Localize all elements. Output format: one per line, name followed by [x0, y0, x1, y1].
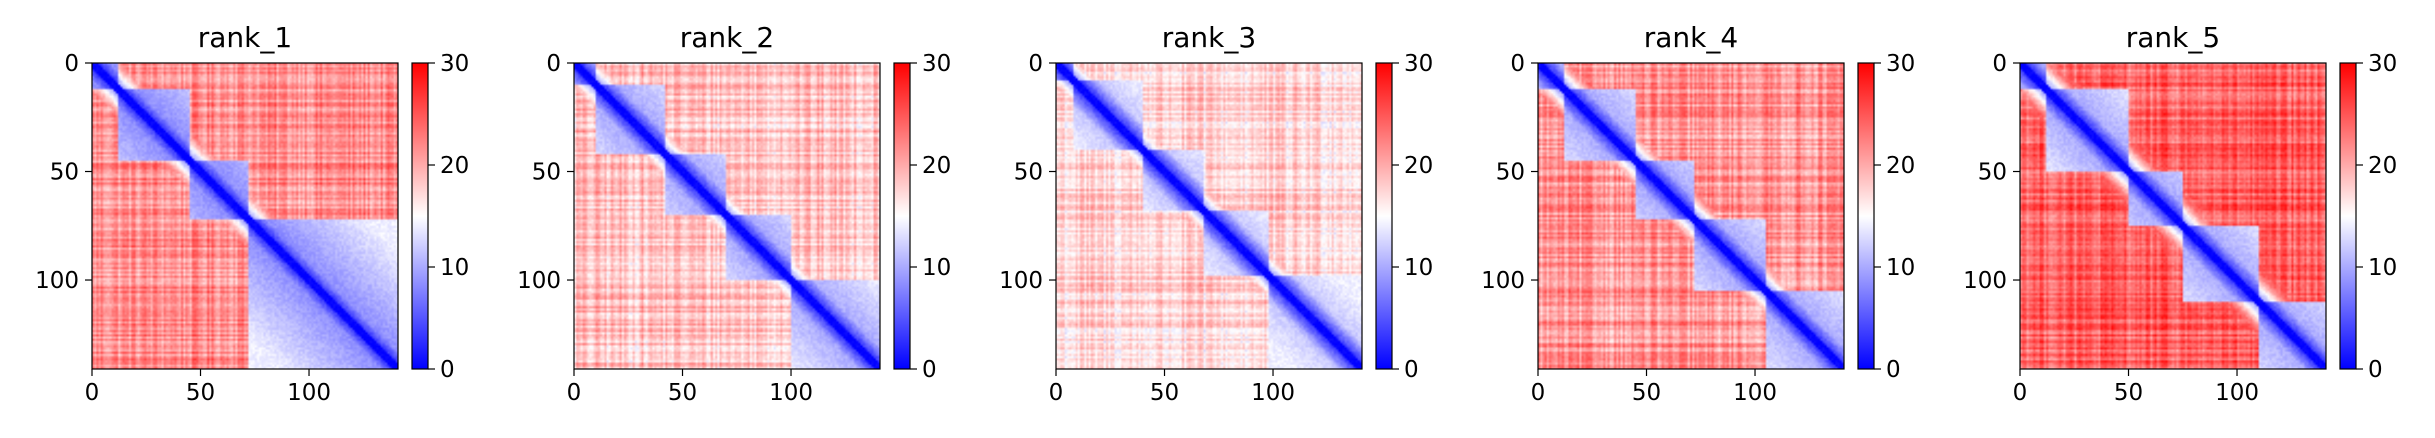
y-tick-label: 0 [1510, 51, 1525, 77]
heatmap-frame [91, 62, 399, 370]
colorbar-tick-label: 0 [2368, 357, 2383, 383]
heatmap-frame [1537, 62, 1845, 370]
x-tick-label: 100 [1251, 380, 1295, 406]
heatmap-frame [573, 62, 881, 370]
heatmap-rank_4 [1538, 63, 1844, 369]
y-tick-label: 50 [50, 160, 79, 186]
y-tick-label: 100 [517, 268, 561, 294]
colorbar-tick-label: 20 [1404, 153, 1433, 179]
x-tick-label: 0 [1531, 380, 1546, 406]
colorbar [411, 62, 429, 370]
colorbar [1375, 62, 1393, 370]
colorbar-tick-label: 0 [922, 357, 937, 383]
x-tick-label: 100 [2215, 380, 2259, 406]
colorbar-tick-label: 10 [1404, 255, 1433, 281]
panel-title: rank_2 [680, 21, 774, 54]
panel-title: rank_1 [198, 21, 292, 54]
x-tick-label: 0 [567, 380, 582, 406]
colorbar-tick-label: 30 [440, 51, 469, 77]
colorbar-tick-label: 10 [2368, 255, 2397, 281]
y-tick-label: 100 [1963, 268, 2007, 294]
heatmap-rank_1 [92, 63, 398, 369]
colorbar-tick-label: 0 [1404, 357, 1419, 383]
colorbar-tick-label: 30 [922, 51, 951, 77]
y-tick-label: 100 [999, 268, 1043, 294]
colorbar-tick-label: 20 [2368, 153, 2397, 179]
heatmap-rank_2 [574, 63, 880, 369]
panel-title: rank_3 [1162, 21, 1256, 54]
colorbar-tick-label: 30 [1404, 51, 1433, 77]
x-tick-label: 100 [1733, 380, 1777, 406]
y-tick-label: 100 [35, 268, 79, 294]
x-tick-label: 50 [1150, 380, 1179, 406]
panel-rank_4: rank_4 0 50 100 0 50 100 0 10 20 30 [1481, 21, 1915, 406]
panel-rank_5: rank_5 0 50 100 0 50 100 0 10 20 30 [1963, 21, 2397, 406]
panel-title: rank_4 [1644, 21, 1738, 54]
x-tick-label: 0 [2013, 380, 2028, 406]
panel-rank_1: rank_1 0 50 100 0 50 100 0 10 20 30 [35, 21, 469, 406]
colorbar-tick-label: 30 [2368, 51, 2397, 77]
y-tick-label: 0 [546, 51, 561, 77]
colorbar-tick-label: 20 [440, 153, 469, 179]
heatmap-frame [1055, 62, 1363, 370]
colorbar-tick-label: 20 [1886, 153, 1915, 179]
colorbar [893, 62, 911, 370]
x-tick-label: 100 [769, 380, 813, 406]
x-tick-label: 0 [85, 380, 100, 406]
x-tick-label: 0 [1049, 380, 1064, 406]
colorbar-tick-label: 0 [440, 357, 455, 383]
x-tick-label: 50 [668, 380, 697, 406]
colorbar-tick-label: 10 [1886, 255, 1915, 281]
colorbar [2339, 62, 2357, 370]
x-tick-label: 50 [2114, 380, 2143, 406]
y-tick-label: 50 [1978, 160, 2007, 186]
y-tick-label: 50 [1496, 160, 1525, 186]
y-tick-label: 0 [1992, 51, 2007, 77]
y-tick-label: 50 [1014, 160, 1043, 186]
panel-title: rank_5 [2126, 21, 2220, 54]
x-tick-label: 50 [1632, 380, 1661, 406]
colorbar-tick-label: 30 [1886, 51, 1915, 77]
heatmap-rank_3 [1056, 63, 1362, 369]
y-tick-label: 50 [532, 160, 561, 186]
panel-rank_2: rank_2 0 50 100 0 50 100 0 10 20 30 [517, 21, 951, 406]
y-tick-label: 0 [1028, 51, 1043, 77]
panel-rank_3: rank_3 0 50 100 0 50 100 0 10 20 30 [999, 21, 1433, 406]
colorbar-tick-label: 0 [1886, 357, 1901, 383]
x-tick-label: 100 [287, 380, 331, 406]
colorbar-tick-label: 10 [440, 255, 469, 281]
colorbar [1857, 62, 1875, 370]
x-tick-label: 50 [186, 380, 215, 406]
colorbar-tick-label: 20 [922, 153, 951, 179]
heatmap-rank_5 [2020, 63, 2326, 369]
y-tick-label: 0 [64, 51, 79, 77]
heatmap-frame [2019, 62, 2327, 370]
colorbar-tick-label: 10 [922, 255, 951, 281]
y-tick-label: 100 [1481, 268, 1525, 294]
